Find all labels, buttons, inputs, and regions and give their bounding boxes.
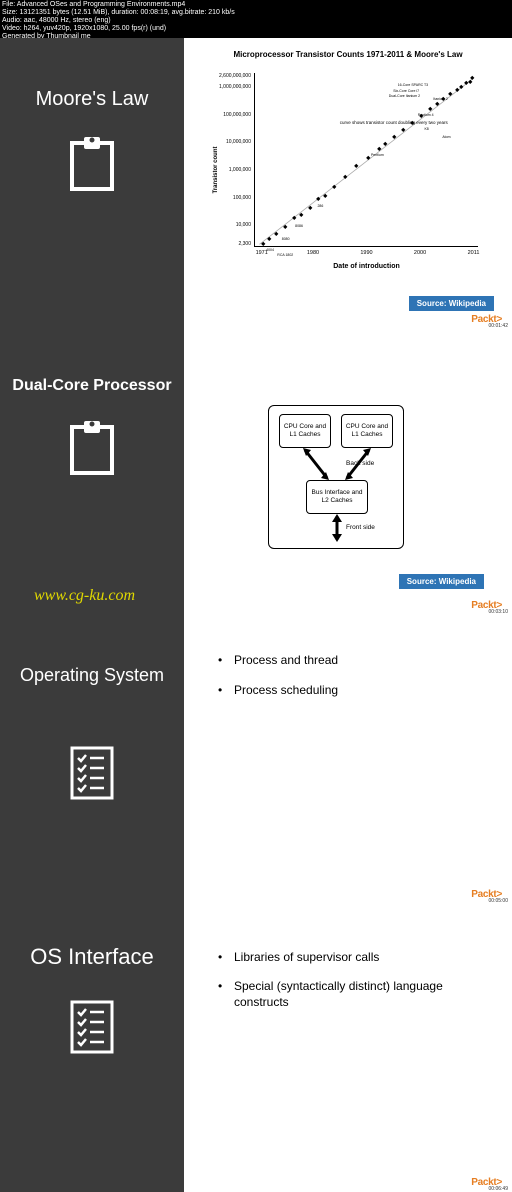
x-tick: 1990 — [360, 250, 372, 256]
slide-os-interface: OS Interface Libraries of supervisor cal… — [0, 904, 512, 1192]
checklist-icon — [70, 746, 114, 805]
bullet-list: Process and thread Process scheduling — [194, 623, 502, 742]
checklist-icon — [70, 1000, 114, 1059]
slide-content: CPU Core and L1 Caches CPU Core and L1 C… — [184, 327, 512, 616]
chart-annotation: curve shows transistor count doubling ev… — [340, 121, 448, 126]
slide-sidebar: Moore's Law — [0, 38, 184, 327]
source-badge: Source: Wikipedia — [409, 296, 494, 311]
clipboard-icon — [68, 419, 116, 482]
file-line: Video: h264, yuv420p, 1920x1080, 25.00 f… — [2, 25, 510, 33]
bullet-item: Special (syntactically distinct) languag… — [214, 979, 482, 1010]
slide-dual-core: Dual-Core Processor CPU Core and L1 Cach… — [0, 327, 512, 616]
file-metadata: File: Advanced OSes and Programming Envi… — [0, 0, 512, 38]
clipboard-icon — [68, 135, 116, 198]
source-badge: Source: Wikipedia — [399, 574, 484, 589]
x-tick: 2011 — [468, 250, 480, 256]
chart-title: Microprocessor Transistor Counts 1971-20… — [194, 50, 502, 59]
slide-sidebar: Operating System — [0, 615, 184, 904]
moores-law-chart: Transistor count 2,600,000,000 1,000,000… — [208, 65, 488, 275]
y-tick: 1,000,000 — [211, 167, 251, 173]
bullet-list: Libraries of supervisor calls Special (s… — [194, 912, 502, 1055]
file-line: File: Advanced OSes and Programming Envi… — [2, 1, 510, 9]
slide-content: Microprocessor Transistor Counts 1971-20… — [184, 38, 512, 327]
y-tick: 10,000 — [211, 222, 251, 228]
diagram-arrows — [269, 406, 403, 548]
dual-core-diagram: CPU Core and L1 Caches CPU Core and L1 C… — [268, 405, 404, 549]
slide-title: Operating System — [12, 665, 172, 686]
y-tick: 100,000 — [211, 195, 251, 201]
slide-sidebar: OS Interface — [0, 904, 184, 1192]
slide-operating-system: Operating System Process and thread Proc… — [0, 615, 512, 904]
slide-grid: Moore's Law Microprocessor Transistor Co… — [0, 38, 512, 1192]
x-tick: 2000 — [414, 250, 426, 256]
slide-moores-law: Moore's Law Microprocessor Transistor Co… — [0, 38, 512, 327]
file-line: Size: 13121351 bytes (12.51 MiB), durati… — [2, 9, 510, 17]
y-tick: 100,000,000 — [211, 112, 251, 118]
slide-timestamp: 00:06:49 — [489, 1186, 508, 1192]
bullet-item: Libraries of supervisor calls — [214, 950, 482, 966]
slide-content: Libraries of supervisor calls Special (s… — [184, 904, 512, 1192]
slide-content: Process and thread Process scheduling Pa… — [184, 615, 512, 904]
bullet-item: Process scheduling — [214, 683, 482, 699]
slide-sidebar: Dual-Core Processor — [0, 327, 184, 616]
x-tick: 1980 — [307, 250, 319, 256]
slide-title: OS Interface — [22, 944, 162, 970]
slide-title: Moore's Law — [28, 88, 157, 111]
y-tick: 2,300 — [211, 241, 251, 247]
bullet-item: Process and thread — [214, 653, 482, 669]
y-tick: 10,000,000 — [211, 139, 251, 145]
y-tick: 1,000,000,000 — [211, 84, 251, 90]
file-line: Audio: aac, 48000 Hz, stereo (eng) — [2, 17, 510, 25]
watermark: www.cg-ku.com — [34, 587, 135, 605]
y-tick: 2,600,000,000 — [211, 73, 251, 79]
chart-plot-area: 2,600,000,000 1,000,000,000 100,000,000 … — [254, 73, 478, 247]
x-axis-label: Date of introduction — [333, 263, 400, 270]
slide-title: Dual-Core Processor — [4, 377, 179, 395]
